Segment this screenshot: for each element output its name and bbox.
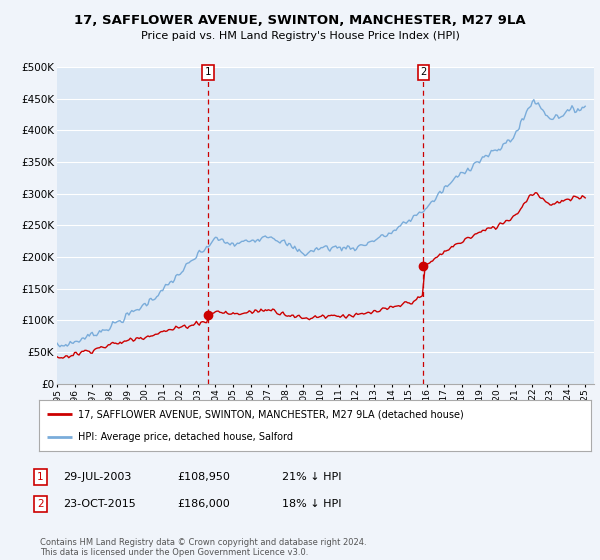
- Text: 17, SAFFLOWER AVENUE, SWINTON, MANCHESTER, M27 9LA (detached house): 17, SAFFLOWER AVENUE, SWINTON, MANCHESTE…: [77, 409, 463, 419]
- Text: 2: 2: [37, 499, 44, 509]
- Text: 18% ↓ HPI: 18% ↓ HPI: [282, 499, 341, 509]
- Text: 29-JUL-2003: 29-JUL-2003: [63, 472, 131, 482]
- Text: £186,000: £186,000: [177, 499, 230, 509]
- Text: 21% ↓ HPI: 21% ↓ HPI: [282, 472, 341, 482]
- Text: £108,950: £108,950: [177, 472, 230, 482]
- Text: 23-OCT-2015: 23-OCT-2015: [63, 499, 136, 509]
- Text: 1: 1: [205, 67, 211, 77]
- Text: Contains HM Land Registry data © Crown copyright and database right 2024.
This d: Contains HM Land Registry data © Crown c…: [40, 538, 367, 557]
- Text: 1: 1: [37, 472, 44, 482]
- Text: 2: 2: [420, 67, 427, 77]
- Text: Price paid vs. HM Land Registry's House Price Index (HPI): Price paid vs. HM Land Registry's House …: [140, 31, 460, 41]
- Text: HPI: Average price, detached house, Salford: HPI: Average price, detached house, Salf…: [77, 432, 293, 442]
- Text: 17, SAFFLOWER AVENUE, SWINTON, MANCHESTER, M27 9LA: 17, SAFFLOWER AVENUE, SWINTON, MANCHESTE…: [74, 14, 526, 27]
